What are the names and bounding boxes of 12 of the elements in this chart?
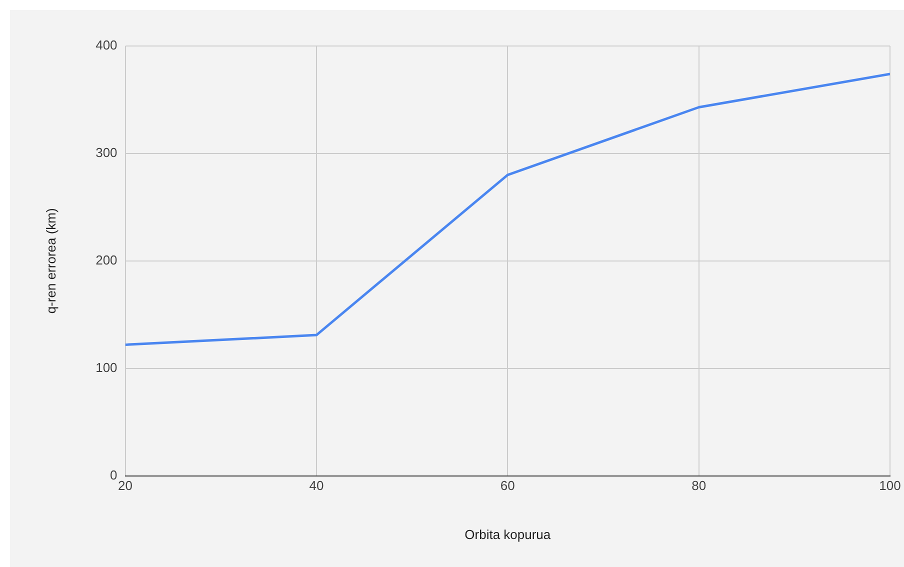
x-axis-title: Orbita kopurua [464, 526, 552, 542]
y-tick-label: 400 [96, 38, 118, 53]
y-tick-label: 0 [110, 467, 118, 482]
y-tick-label: 100 [96, 360, 118, 375]
x-tick-label: 100 [879, 478, 901, 494]
x-tick-label: 80 [692, 478, 706, 494]
y-tick-label: 200 [96, 252, 118, 268]
y-tick-label: 300 [96, 145, 118, 160]
x-tick-label: 40 [309, 478, 324, 494]
x-tick-label: 60 [500, 478, 515, 494]
x-tick-label: 20 [118, 478, 133, 494]
y-axis-title: q-ren errorea (km) [43, 208, 58, 314]
